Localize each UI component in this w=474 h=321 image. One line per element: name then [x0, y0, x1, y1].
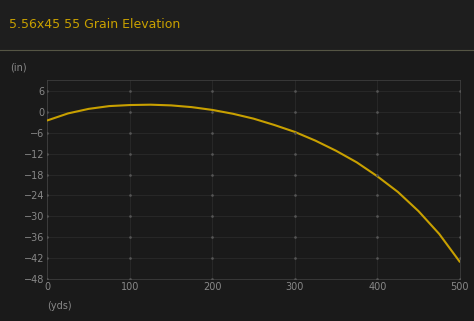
Bar — [437, 7, 445, 50]
Text: (in): (in) — [10, 62, 27, 72]
Bar — [420, 25, 462, 31]
Polygon shape — [420, 7, 462, 50]
Text: 5.56x45 55 Grain Elevation: 5.56x45 55 Grain Elevation — [9, 18, 181, 31]
Text: (yds): (yds) — [47, 301, 72, 311]
